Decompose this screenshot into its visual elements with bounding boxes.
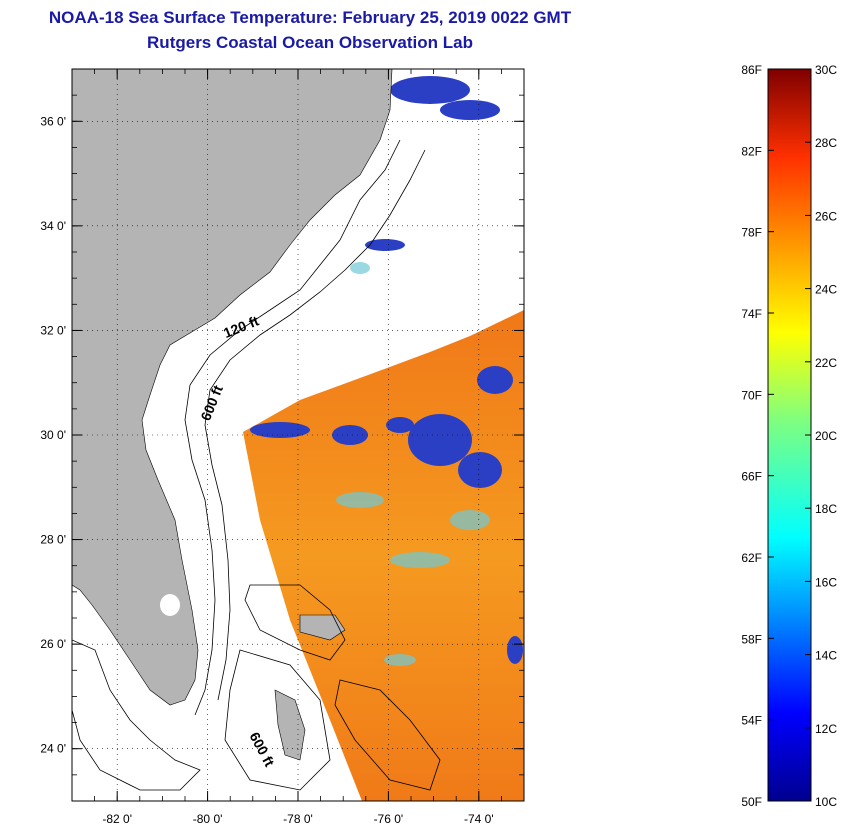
map-subtitle: Rutgers Coastal Ocean Observation Lab [147,33,473,52]
colorbar-f-label: 54F [741,714,762,728]
us-southeast-landmass [72,69,393,706]
lon-tick-label: -82 0' [102,812,132,826]
colorbar-f-label: 82F [741,144,762,158]
lon-tick-label: -78 0' [283,812,313,826]
colorbar-c-label: 10C [815,795,837,809]
lat-tick-label: 28 0' [40,533,66,547]
colorbar-fahrenheit-labels: 86F 82F 78F 74F 70F 66F 62F 58F 54F 50F [741,63,762,809]
bahamas-contour [224,649,331,791]
bahamas-island [274,689,306,761]
lon-tick-label: -80 0' [193,812,223,826]
map-area: 120 ft 600 ft 600 ft [72,69,524,801]
colorbar-c-label: 12C [815,722,837,736]
colorbar-ticks [768,68,811,802]
colorbar-c-label: 18C [815,502,837,516]
lat-tick-label: 36 0' [40,114,66,128]
colorbar-f-label: 62F [741,551,762,565]
axis-ticks: 36 0' 34 0' 32 0' 30 0' 28 0' 26 0' 24 0' -82 0… [40,68,525,826]
colorbar-c-label: 20C [815,429,837,443]
lat-tick-label: 26 0' [40,637,66,651]
colorbar-c-label: 28C [815,136,837,150]
contour-label-600ft-south: 600 ft [246,729,277,769]
bahamas-contour [334,679,441,791]
isobath-120ft [184,139,401,716]
colorbar-f-label: 74F [741,307,762,321]
colorbar-f-label: 78F [741,226,762,240]
colorbar-f-label: 70F [741,388,762,402]
lat-tick-label: 34 0' [40,219,66,233]
colorbar-f-label: 86F [741,63,762,77]
colorbar-f-label: 58F [741,632,762,646]
lat-tick-label: 30 0' [40,428,66,442]
colorbar-c-label: 14C [815,649,837,663]
colorbar-f-label: 50F [741,795,762,809]
lon-tick-label: -76 0' [374,812,404,826]
lake-okeechobee [160,594,180,616]
isobath-600ft [204,149,426,701]
colorbar-c-label: 16C [815,575,837,589]
bahamas-contour [244,584,346,661]
colorbar-c-label: 22C [815,356,837,370]
contour-label-120ft: 120 ft [221,312,261,341]
cold-patches [250,76,523,664]
bahamas-island [299,614,346,641]
colorbar-f-label: 66F [741,470,762,484]
keys-contour [72,639,201,791]
colorbar-celsius-labels: 30C 28C 26C 24C 22C 20C 18C 16C 14C 12C 10C [815,63,837,809]
colorbar-c-label: 26C [815,209,837,223]
map-title: NOAA-18 Sea Surface Temperature: Februar… [48,8,572,27]
lat-tick-label: 32 0' [40,323,66,337]
colorbar-c-label: 30C [815,63,837,77]
contour-label-600ft: 600 ft [197,383,226,423]
colorbar-c-label: 24C [815,283,837,297]
mixed-patches [336,262,490,666]
lon-tick-label: -74 0' [464,812,494,826]
lat-tick-label: 24 0' [40,742,66,756]
graticule [72,69,524,801]
colorbar [767,68,812,802]
